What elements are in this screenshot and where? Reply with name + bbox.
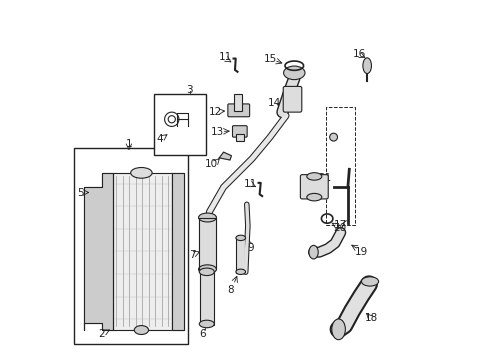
Text: 5: 5 [77, 188, 84, 198]
Ellipse shape [307, 193, 322, 201]
Text: 4: 4 [156, 134, 163, 144]
Text: 6: 6 [199, 329, 205, 339]
Polygon shape [172, 173, 184, 330]
Polygon shape [220, 152, 231, 160]
Text: 21: 21 [318, 173, 332, 183]
Text: 1: 1 [125, 139, 132, 149]
Bar [154, 94, 206, 155]
Ellipse shape [362, 277, 379, 286]
Text: 8: 8 [227, 285, 234, 295]
Ellipse shape [330, 133, 338, 141]
FancyBboxPatch shape [228, 104, 249, 117]
Text: 9: 9 [247, 243, 254, 253]
Bar [74, 148, 188, 344]
Text: 12: 12 [209, 107, 222, 117]
Ellipse shape [309, 246, 318, 259]
Text: 17: 17 [333, 220, 346, 230]
Text: 3: 3 [186, 85, 193, 95]
Ellipse shape [198, 213, 217, 222]
Ellipse shape [363, 58, 371, 73]
Polygon shape [84, 173, 113, 330]
Ellipse shape [236, 235, 245, 240]
Ellipse shape [236, 269, 245, 274]
Ellipse shape [307, 173, 322, 180]
Text: 13: 13 [211, 127, 224, 137]
Ellipse shape [198, 265, 217, 274]
Text: 15: 15 [264, 54, 277, 64]
Text: 16: 16 [353, 49, 366, 59]
Text: 20: 20 [334, 222, 346, 233]
Ellipse shape [284, 66, 305, 80]
FancyBboxPatch shape [300, 175, 328, 199]
Ellipse shape [332, 319, 345, 340]
Text: 7: 7 [189, 250, 196, 260]
Text: 18: 18 [365, 313, 378, 323]
FancyBboxPatch shape [234, 94, 242, 111]
FancyBboxPatch shape [232, 126, 247, 137]
Bar [113, 173, 172, 330]
Text: 11: 11 [244, 179, 257, 189]
Ellipse shape [199, 320, 214, 328]
FancyBboxPatch shape [283, 86, 302, 112]
FancyBboxPatch shape [236, 134, 244, 141]
Text: 10: 10 [205, 159, 218, 169]
Text: 19: 19 [355, 247, 368, 257]
FancyBboxPatch shape [199, 272, 214, 325]
Ellipse shape [199, 268, 214, 275]
Text: 2: 2 [98, 329, 105, 339]
Text: 14: 14 [268, 98, 281, 108]
Polygon shape [198, 217, 217, 269]
Ellipse shape [131, 167, 152, 178]
Text: 11: 11 [219, 52, 232, 62]
Ellipse shape [134, 325, 148, 334]
FancyBboxPatch shape [237, 238, 245, 273]
